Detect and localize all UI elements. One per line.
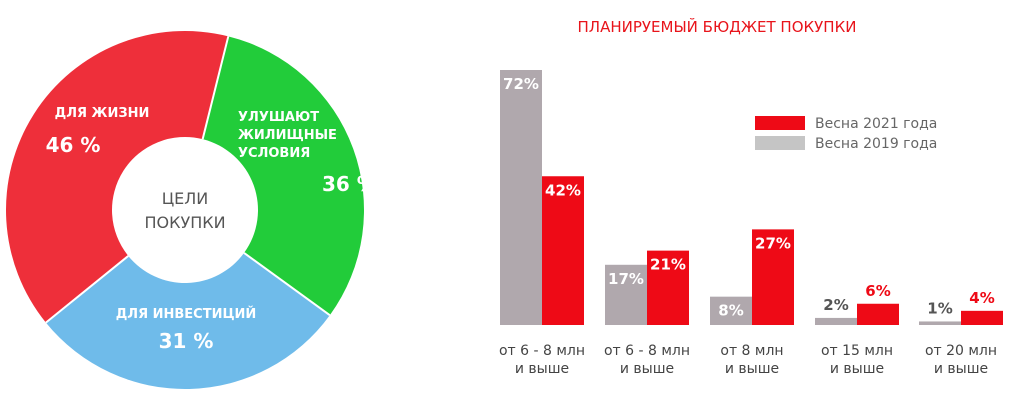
bar-value-label: 21% (650, 256, 686, 274)
category-label-line: и выше (725, 361, 779, 377)
slice-value: 36 % (322, 172, 377, 196)
bar-value-label: 27% (755, 234, 791, 252)
legend-label: Весна 2019 года (815, 136, 937, 152)
slice-separator (243, 252, 331, 317)
bar (605, 264, 647, 325)
category-label: от 6 - 8 млн и выше (604, 343, 690, 377)
bar (961, 310, 1003, 325)
slice-label-line: ДЛЯ ЖИЗНИ (55, 106, 150, 121)
slice-label: УЛУШАЮТ ЖИЛИЩНЫЕ УСЛОВИЯ (238, 110, 337, 161)
bar-value-label: 4% (969, 289, 994, 307)
donut-slice (45, 252, 330, 390)
slice-label-line: ДЛЯ ИНВЕСТИЦИЙ (116, 306, 257, 322)
category-label-line: от 6 - 8 млн (604, 343, 690, 359)
bar (919, 321, 961, 325)
category-label-line: и выше (934, 361, 988, 377)
slice-separator (45, 255, 129, 324)
slice-value: 31 % (159, 329, 214, 353)
bar-value-label: 42% (545, 181, 581, 199)
donut-center-label: ЦЕЛИ ПОКУПКИ (144, 189, 225, 232)
legend-swatch (755, 136, 805, 150)
bar (542, 176, 584, 325)
category-label-line: и выше (515, 361, 569, 377)
bar-value-label: 72% (503, 75, 539, 93)
donut-slice (6, 31, 229, 323)
category-label: от 8 млн и выше (720, 343, 783, 377)
bar (710, 296, 752, 325)
slice-label-line: ЖИЛИЩНЫЕ (238, 128, 337, 143)
slice-separator (201, 36, 230, 140)
donut-chart: ДЛЯ ЖИЗНИ 46 % УЛУШАЮТ ЖИЛИЩНЫЕ УСЛОВИЯ 36 % Д… (6, 31, 377, 390)
category-label-line: от 6 - 8 млн (499, 343, 585, 359)
legend-label: Весна 2021 года (815, 116, 937, 132)
category-label: от 6 - 8 млн и выше (499, 343, 585, 377)
slice-label-line: УЛУШАЮТ (238, 110, 319, 125)
slice-label: ДЛЯ ИНВЕСТИЦИЙ (116, 306, 257, 322)
legend-swatch (755, 116, 805, 130)
bar-value-label: 1% (927, 299, 952, 317)
bar-value-label: 17% (608, 270, 644, 288)
slice-label-line: УСЛОВИЯ (238, 146, 310, 161)
bar (647, 250, 689, 325)
center-label-line: ПОКУПКИ (144, 213, 225, 232)
bar-value-label: 2% (823, 296, 848, 314)
slice-value: 46 % (46, 133, 101, 157)
category-label-line: и выше (620, 361, 674, 377)
bar (752, 229, 794, 325)
bar-chart: ПЛАНИРУЕМЫЙ БЮДЖЕТ ПОКУПКИ 72% 42% от 6 - 8… (499, 17, 1003, 377)
center-label-line: ЦЕЛИ (162, 189, 209, 208)
bar-chart-title: ПЛАНИРУЕМЫЙ БЮДЖЕТ ПОКУПКИ (578, 17, 857, 36)
donut-slice (202, 36, 364, 316)
category-label-line: и выше (830, 361, 884, 377)
category-label: от 15 млн и выше (821, 343, 893, 377)
bar (815, 317, 857, 325)
bar-value-label: 8% (718, 302, 743, 320)
bar (500, 70, 542, 325)
category-label-line: от 8 млн (720, 343, 783, 359)
category-label-line: от 15 млн (821, 343, 893, 359)
bar (857, 303, 899, 325)
slice-label: ДЛЯ ЖИЗНИ (55, 106, 150, 121)
bar-value-label: 6% (865, 282, 890, 300)
category-label-line: от 20 млн (925, 343, 997, 359)
category-label: от 20 млн и выше (925, 343, 997, 377)
